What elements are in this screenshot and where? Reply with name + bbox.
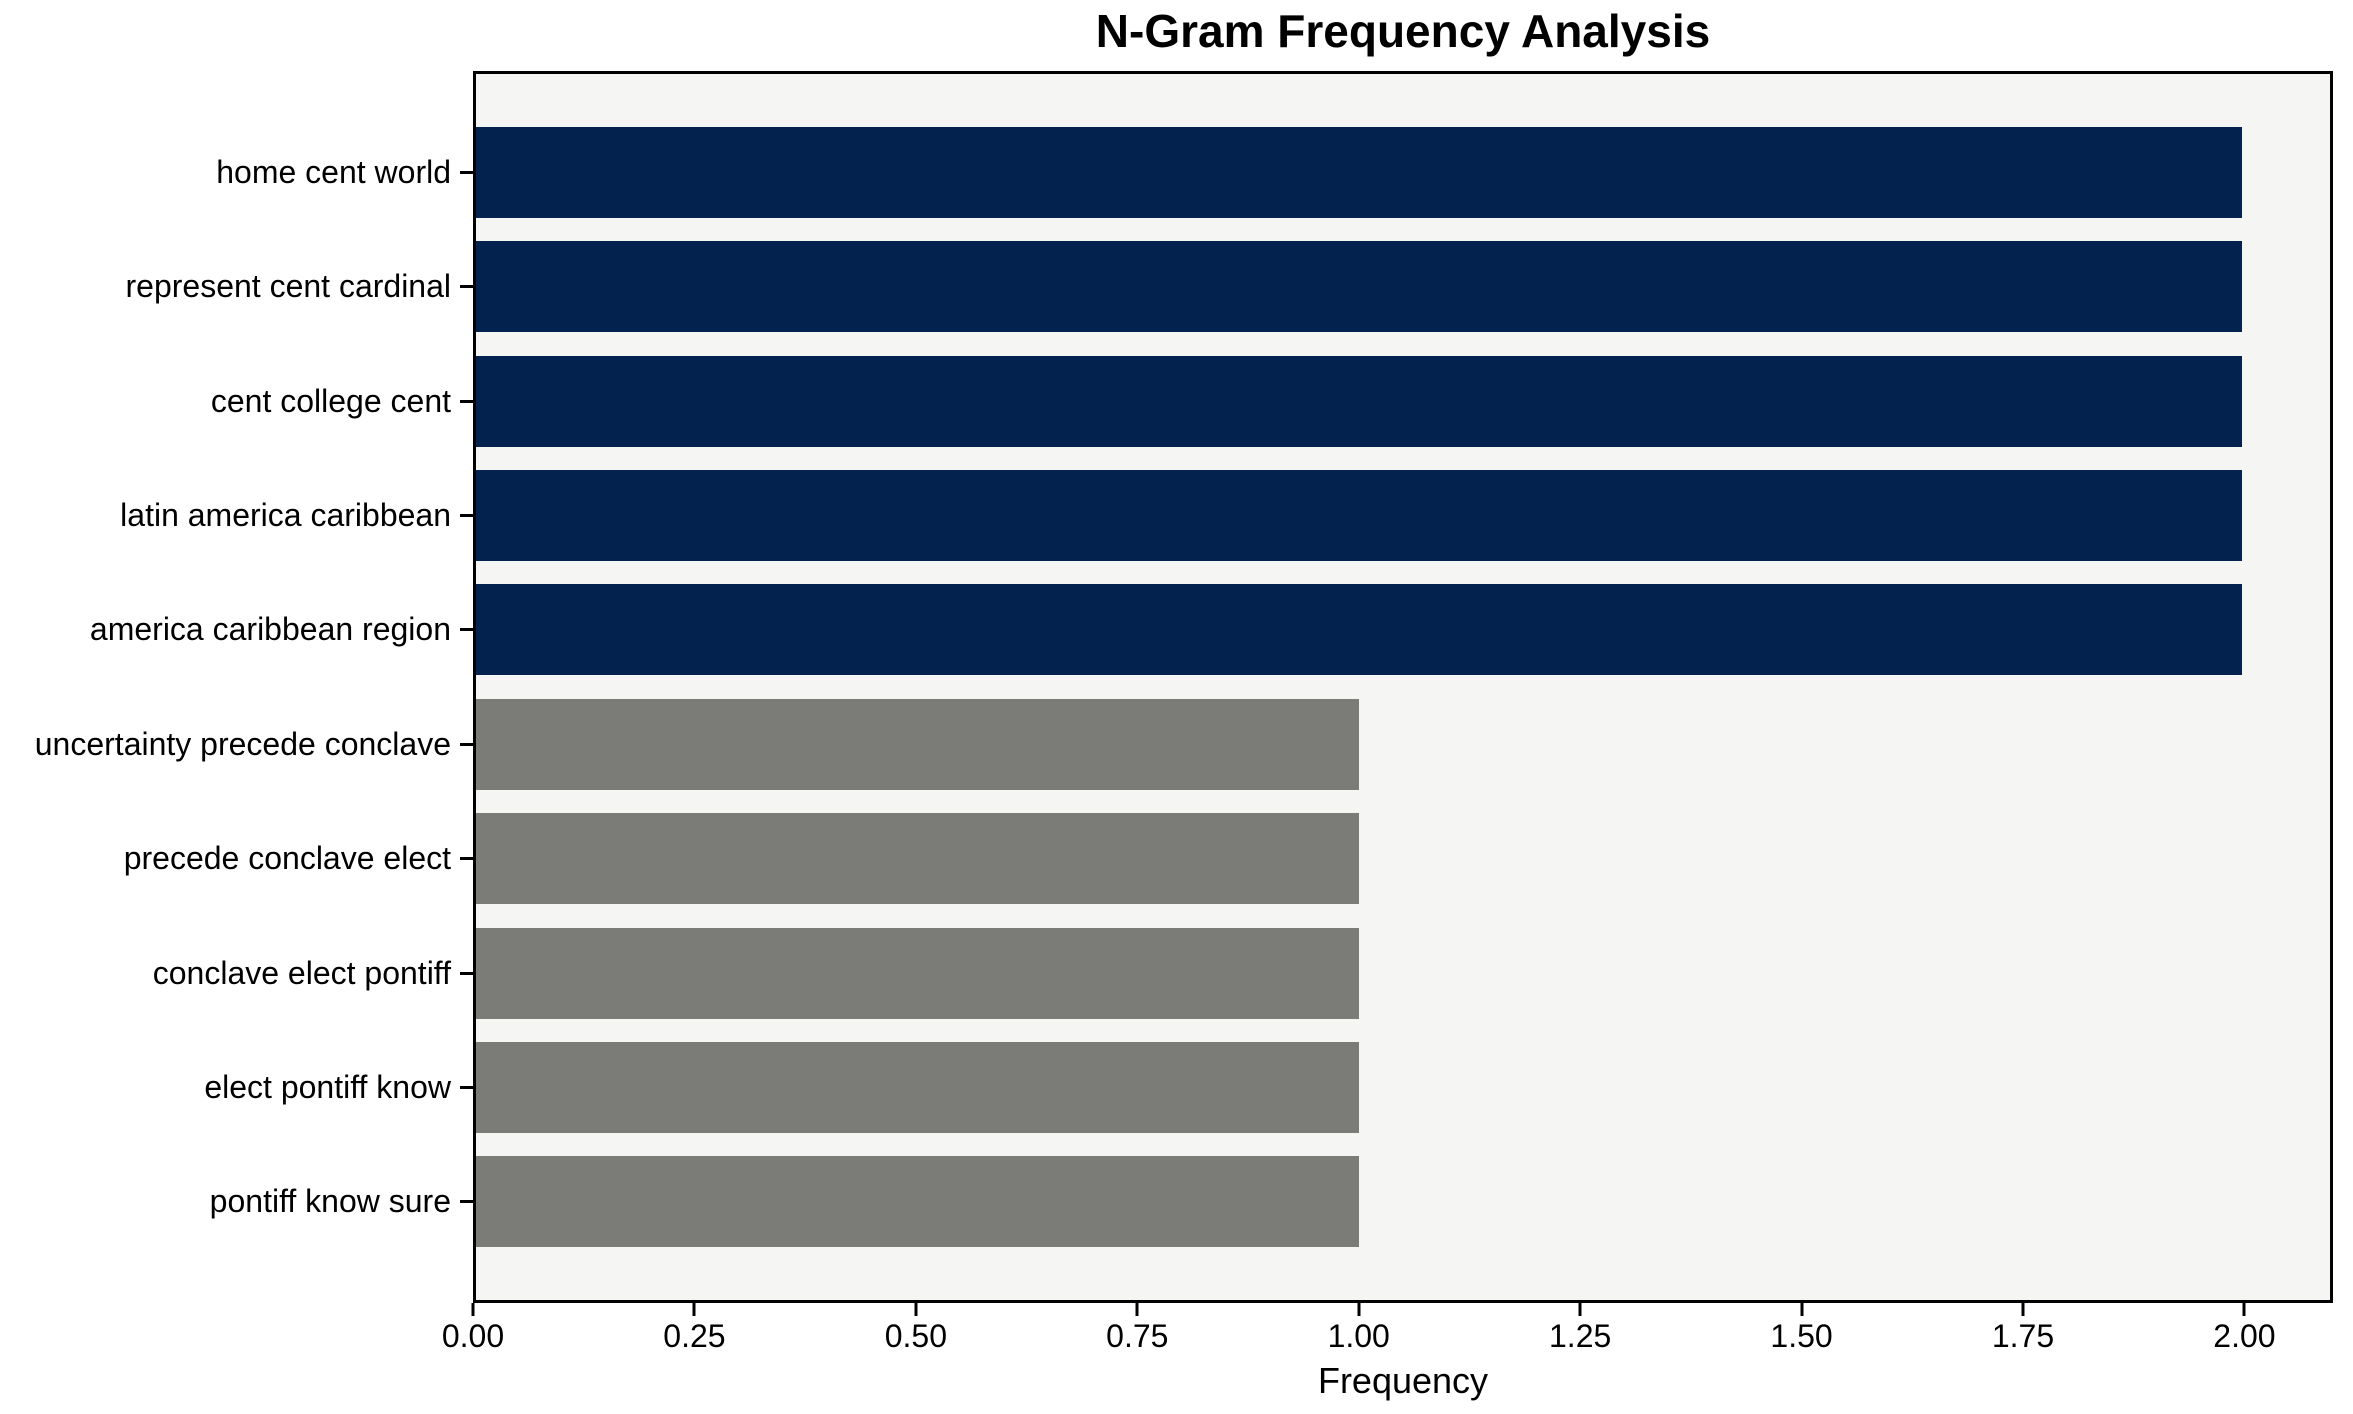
y-tick-label: precede conclave elect bbox=[123, 840, 451, 877]
bar-slot bbox=[476, 229, 2330, 343]
bar-slot bbox=[476, 687, 2330, 801]
y-label-row: represent cent cardinal bbox=[0, 229, 473, 343]
x-axis-ticks bbox=[471, 1303, 2333, 1317]
x-tick-mark bbox=[1357, 1303, 1361, 1316]
y-axis-labels: home cent world represent cent cardinal ce… bbox=[0, 71, 473, 1303]
y-label-row: latin america caribbean bbox=[0, 458, 473, 572]
y-label-row: america caribbean region bbox=[0, 573, 473, 687]
x-tick-label: 1.50 bbox=[1770, 1318, 1833, 1354]
bar bbox=[476, 1041, 1359, 1133]
bar bbox=[476, 126, 2242, 218]
x-axis-tick-labels: 0.00 0.25 0.50 0.75 1.00 1.25 1.50 1.75 2.00 bbox=[442, 1318, 2333, 1360]
bar-slot bbox=[476, 458, 2330, 572]
bar bbox=[476, 1156, 1359, 1248]
y-tick-label: latin america caribbean bbox=[120, 496, 451, 533]
bar bbox=[476, 813, 1359, 905]
bar-slot bbox=[476, 573, 2330, 687]
bar-slot bbox=[476, 1145, 2330, 1259]
x-tick-label: 1.75 bbox=[1991, 1318, 2055, 1354]
bar bbox=[476, 241, 2242, 333]
y-tick-mark bbox=[460, 628, 473, 632]
x-tick-label: 0.00 bbox=[441, 1318, 505, 1354]
y-tick-label: cent college cent bbox=[210, 382, 451, 419]
plot-area bbox=[473, 71, 2333, 1303]
x-tick-mark bbox=[1578, 1303, 1582, 1316]
y-tick-label: pontiff know sure bbox=[209, 1183, 451, 1220]
x-axis-title: Frequency bbox=[1317, 1360, 1489, 1401]
y-label-row: cent college cent bbox=[0, 344, 473, 458]
y-label-row: precede conclave elect bbox=[0, 801, 473, 915]
y-label-row: pontiff know sure bbox=[0, 1145, 473, 1259]
y-tick-mark bbox=[460, 513, 473, 517]
y-tick-label: uncertainty precede conclave bbox=[34, 725, 451, 762]
bar-slot bbox=[476, 344, 2330, 458]
chart-title: N-Gram Frequency Analysis bbox=[1095, 5, 1711, 57]
y-tick-mark bbox=[460, 1085, 473, 1089]
x-tick-label: 2.00 bbox=[2213, 1318, 2276, 1354]
x-tick-mark bbox=[2021, 1303, 2025, 1316]
bar bbox=[476, 584, 2242, 676]
bar-slot bbox=[476, 801, 2330, 915]
y-tick-mark bbox=[460, 170, 473, 174]
bar bbox=[476, 927, 1359, 1019]
bar-slot bbox=[476, 1030, 2330, 1144]
y-tick-label: america caribbean region bbox=[89, 611, 451, 648]
bar-slot bbox=[476, 916, 2330, 1030]
x-tick-label: 0.50 bbox=[884, 1318, 947, 1354]
x-tick-mark bbox=[692, 1303, 696, 1316]
x-tick-label: 0.25 bbox=[663, 1318, 726, 1354]
x-tick-mark bbox=[914, 1303, 918, 1316]
y-label-row: uncertainty precede conclave bbox=[0, 687, 473, 801]
y-tick-mark bbox=[460, 857, 473, 861]
bar bbox=[476, 355, 2242, 447]
y-tick-mark bbox=[460, 285, 473, 289]
y-label-row: home cent world bbox=[0, 115, 473, 229]
y-tick-mark bbox=[460, 399, 473, 403]
y-tick-mark bbox=[460, 742, 473, 746]
y-tick-mark bbox=[460, 971, 473, 975]
bar bbox=[476, 698, 1359, 790]
bar-slot bbox=[476, 115, 2330, 229]
x-tick-mark bbox=[2242, 1303, 2246, 1316]
y-tick-label: conclave elect pontiff bbox=[152, 954, 451, 991]
x-tick-label: 1.00 bbox=[1327, 1318, 1390, 1354]
bar bbox=[476, 469, 2242, 561]
y-tick-mark bbox=[460, 1200, 473, 1204]
y-tick-label: elect pontiff know bbox=[204, 1068, 451, 1105]
x-tick-label: 1.25 bbox=[1549, 1318, 1612, 1354]
y-label-row: elect pontiff know bbox=[0, 1030, 473, 1144]
x-tick-mark bbox=[1135, 1303, 1139, 1316]
y-tick-label: home cent world bbox=[216, 153, 451, 190]
y-tick-label: represent cent cardinal bbox=[125, 268, 451, 305]
x-tick-mark bbox=[471, 1303, 475, 1316]
x-tick-mark bbox=[1800, 1303, 1804, 1316]
y-label-row: conclave elect pontiff bbox=[0, 916, 473, 1030]
x-tick-label: 0.75 bbox=[1106, 1318, 1169, 1354]
